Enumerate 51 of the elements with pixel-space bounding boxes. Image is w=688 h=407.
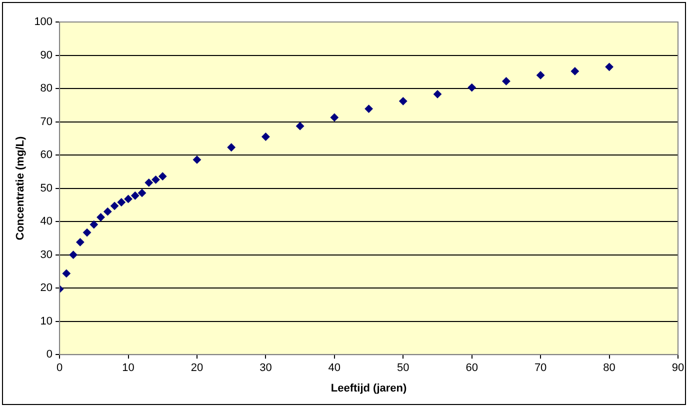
y-tick-label: 10: [40, 315, 53, 328]
x-tick-label: 80: [603, 362, 616, 374]
point: [144, 178, 153, 187]
point: [605, 62, 614, 71]
x-tick-label: 0: [56, 362, 63, 374]
y-axis-title: Concentratie (mg/L): [14, 136, 27, 240]
point: [138, 188, 146, 197]
point: [110, 202, 119, 210]
y-tick-label: 90: [40, 49, 53, 62]
point: [296, 122, 304, 130]
point: [433, 90, 442, 98]
y-tick-label: 60: [40, 149, 53, 162]
point: [468, 84, 476, 92]
y-tick-label: 40: [40, 216, 53, 228]
x-tick-label: 30: [260, 362, 272, 374]
x-tick-label: 50: [397, 362, 410, 374]
y-tick-label: 30: [40, 248, 53, 261]
y-tick-label: 20: [40, 282, 53, 294]
point: [262, 132, 270, 141]
point: [399, 97, 408, 106]
point: [90, 220, 98, 229]
point: [570, 67, 579, 76]
point: [536, 71, 545, 80]
point: [104, 208, 112, 216]
point: [227, 143, 236, 152]
point: [76, 238, 84, 246]
point: [83, 228, 92, 237]
x-tick-label: 40: [328, 362, 341, 374]
x-tick-label: 20: [190, 362, 204, 374]
y-tick-label: 80: [40, 82, 53, 95]
x-axis-title: Leeftijd (jaren): [330, 382, 407, 394]
point: [69, 250, 78, 259]
point: [117, 198, 126, 206]
y-tick-label: 50: [40, 182, 53, 194]
x-tick-label: 60: [466, 362, 478, 374]
point: [502, 77, 510, 86]
point: [330, 113, 338, 122]
x-tick-label: 90: [672, 362, 684, 374]
point: [62, 269, 70, 278]
point: [96, 213, 105, 222]
point: [158, 172, 167, 180]
point: [152, 176, 160, 184]
y-tick-label: 100: [34, 16, 53, 28]
x-tick-label: 70: [534, 362, 547, 374]
point: [131, 192, 140, 200]
x-tick-label: 10: [122, 362, 134, 374]
y-tick-label: 70: [40, 116, 53, 128]
y-tick-label: 0: [46, 348, 53, 361]
point: [192, 156, 201, 164]
point: [124, 194, 132, 203]
point: [364, 104, 373, 113]
